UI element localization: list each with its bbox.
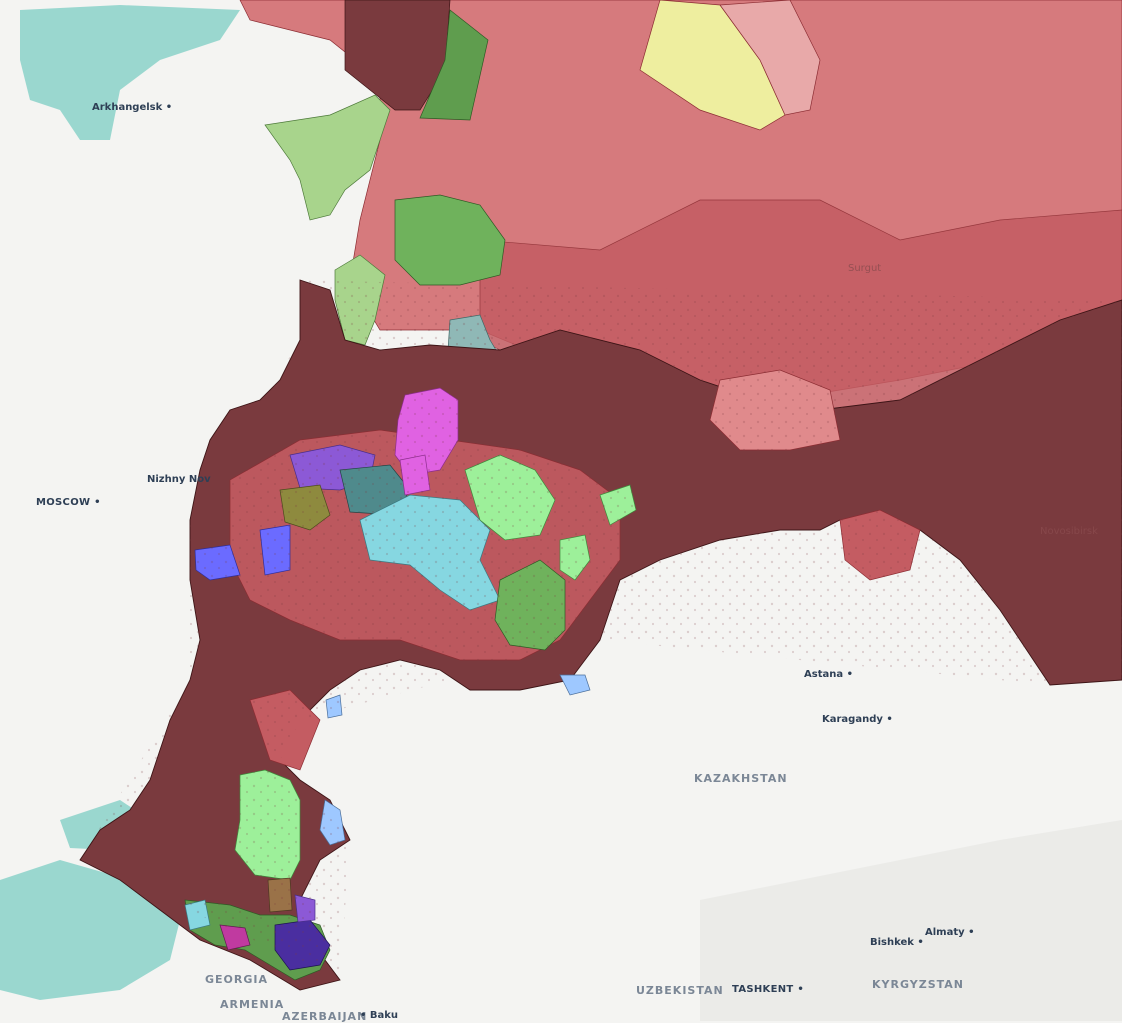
label-astana: Astana • bbox=[804, 669, 853, 680]
region-green-mid bbox=[394, 194, 506, 286]
label-arkhangelsk: Arkhangelsk • bbox=[92, 102, 173, 113]
white-sea bbox=[20, 5, 240, 140]
label-baku: • Baku bbox=[360, 1010, 399, 1021]
region-green-light-1 bbox=[264, 94, 391, 221]
label-azerbaijan: AZERBAIJAN bbox=[282, 1010, 368, 1023]
terrain-shading bbox=[700, 820, 1122, 1021]
label-almaty: Almaty • bbox=[925, 927, 975, 938]
label-armenia: ARMENIA bbox=[220, 998, 285, 1011]
label-kazakhstan: KAZAKHSTAN bbox=[694, 772, 788, 785]
label-surgut: Surgut bbox=[848, 263, 882, 274]
district-texture bbox=[80, 280, 1122, 980]
label-kyrgyzstan: KYRGYZSTAN bbox=[872, 978, 964, 991]
region-pale-pink bbox=[719, 0, 821, 116]
label-novosibirsk: Novosibirsk bbox=[1040, 526, 1098, 537]
black-sea bbox=[0, 860, 180, 1000]
label-georgia: GEORGIA bbox=[205, 973, 268, 986]
label-karagandy: Karagandy • bbox=[822, 714, 893, 725]
label-nizhny: Nizhny Nov bbox=[147, 474, 211, 485]
label-bishkek: Bishkek • bbox=[870, 937, 924, 948]
region-light-blue-south bbox=[559, 674, 591, 696]
label-uzbekistan: UZBEKISTAN bbox=[636, 984, 724, 997]
label-moscow: MOSCOW • bbox=[36, 497, 101, 508]
region-dark-nw bbox=[344, 0, 451, 111]
label-tashkent: TASHKENT • bbox=[732, 984, 805, 995]
region-green-nw bbox=[419, 9, 489, 121]
